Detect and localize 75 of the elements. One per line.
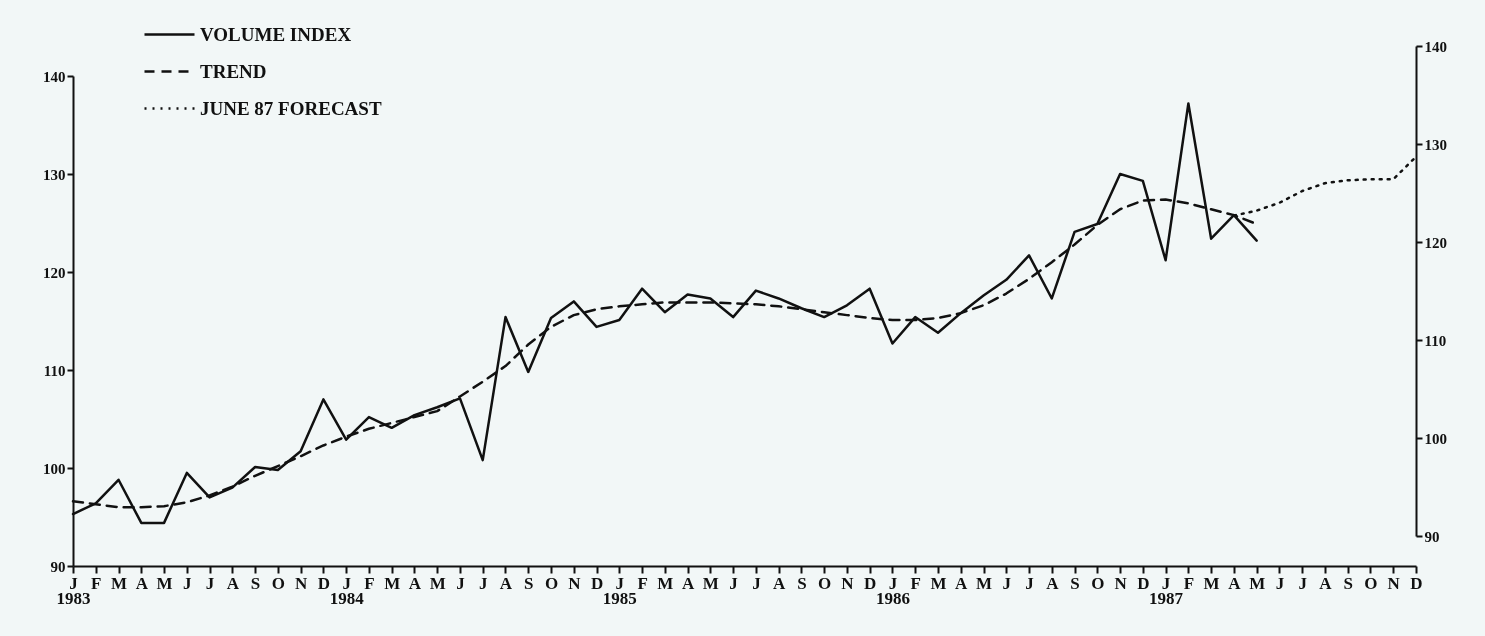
x-tick-label: O bbox=[818, 573, 832, 593]
x-tick-label: J bbox=[1025, 573, 1035, 593]
x-tick-label: N bbox=[1114, 573, 1128, 593]
y-tick-label: 120 bbox=[43, 264, 66, 281]
x-tick-label: S bbox=[250, 573, 261, 593]
x-tick-label: J bbox=[1002, 573, 1012, 593]
y2-tick-label: 130 bbox=[1424, 136, 1447, 153]
y2-tick-label: 110 bbox=[1424, 332, 1447, 349]
x-tick-label: J bbox=[478, 573, 488, 593]
x-tick-label: A bbox=[1228, 573, 1242, 593]
x-tick-label: A bbox=[135, 573, 149, 593]
x-tick-label: F bbox=[364, 573, 375, 593]
x-tick-label: M bbox=[975, 573, 993, 593]
x-tick-label: O bbox=[1091, 573, 1105, 593]
y-tick-label: 90 bbox=[50, 558, 66, 575]
x-tick-label: D bbox=[864, 573, 877, 593]
x-tick-label: M bbox=[657, 573, 674, 593]
x-tick-label: M bbox=[930, 573, 947, 593]
x-tick-label: A bbox=[681, 573, 695, 593]
category-label: J 1983 bbox=[56, 573, 91, 608]
x-tick-label: F bbox=[637, 573, 648, 593]
x-tick-label: S bbox=[1070, 573, 1080, 593]
y2-tick-label: 100 bbox=[1424, 430, 1447, 447]
x-tick-label: O bbox=[271, 573, 285, 593]
category-label: J 1987 bbox=[1149, 573, 1184, 608]
x-tick-label: J bbox=[1298, 573, 1308, 593]
x-tick-label: A bbox=[773, 573, 786, 593]
x-tick-label: S bbox=[797, 573, 807, 593]
x-tick-label: F bbox=[1183, 573, 1195, 593]
x-tick-label: A bbox=[226, 573, 240, 593]
category-label: J 1985 bbox=[602, 573, 637, 608]
y2-tick-label: 120 bbox=[1424, 234, 1447, 251]
y-tick-label: 140 bbox=[43, 68, 66, 85]
x-tick-label: A bbox=[955, 573, 969, 593]
x-tick-label: J bbox=[183, 573, 193, 593]
y-tick-label: 100 bbox=[43, 460, 66, 477]
legend-label: TREND bbox=[200, 60, 267, 82]
y2-tick-label: 140 bbox=[1424, 38, 1447, 55]
y-tick-label: 130 bbox=[43, 166, 66, 183]
x-tick-label: J bbox=[205, 573, 215, 593]
x-tick-label: M bbox=[429, 573, 446, 593]
x-tick-label: D bbox=[1410, 573, 1423, 593]
x-tick-label: O bbox=[1364, 573, 1378, 593]
legend-label: VOLUME INDEX bbox=[200, 23, 352, 45]
x-tick-label: M bbox=[156, 573, 173, 593]
x-tick-label: N bbox=[568, 573, 582, 593]
x-tick-label: F bbox=[91, 573, 102, 593]
x-tick-label: J bbox=[1275, 573, 1285, 593]
x-tick-label: S bbox=[524, 573, 534, 593]
x-tick-label: N bbox=[841, 573, 855, 593]
x-tick-label: M bbox=[702, 573, 719, 593]
category-label: J 1984 bbox=[329, 573, 364, 608]
legend-label: JUNE 87 FORECAST bbox=[200, 97, 382, 119]
x-tick-label: N bbox=[294, 573, 308, 593]
x-tick-label: M bbox=[1249, 573, 1266, 593]
x-tick-label: A bbox=[408, 573, 422, 593]
x-tick-label: J bbox=[456, 573, 466, 593]
x-tick-label: D bbox=[590, 573, 604, 593]
x-tick-label: D bbox=[317, 573, 331, 593]
x-tick-label: J bbox=[752, 573, 762, 593]
x-tick-label: J bbox=[729, 573, 739, 593]
x-tick-label: O bbox=[544, 573, 559, 593]
x-tick-label: N bbox=[1387, 573, 1401, 593]
x-tick-label: A bbox=[1319, 573, 1333, 593]
x-tick-label: M bbox=[384, 573, 401, 593]
x-tick-label: S bbox=[1343, 573, 1353, 593]
x-tick-label: A bbox=[499, 573, 513, 593]
y-tick-label: 110 bbox=[43, 362, 66, 379]
x-tick-label: D bbox=[1137, 573, 1150, 593]
x-tick-label: M bbox=[111, 573, 128, 593]
y2-tick-label: 90 bbox=[1424, 528, 1440, 545]
category-label: J 1986 bbox=[875, 573, 910, 608]
x-tick-label: A bbox=[1046, 573, 1060, 593]
x-tick-label: M bbox=[1203, 573, 1220, 593]
x-tick-label: F bbox=[910, 573, 921, 593]
